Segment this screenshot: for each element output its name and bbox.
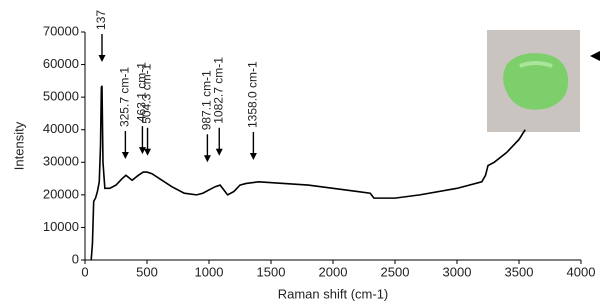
annotation-label: 1358.0 cm-1 [246, 61, 260, 128]
annotation-label: 504.3 cm-1 [140, 63, 154, 123]
y-tick-label: 30000 [43, 154, 79, 169]
annotation-label: 137 [94, 10, 108, 30]
x-tick-label: 2500 [381, 264, 410, 279]
marker-triangle [590, 51, 600, 61]
x-tick-label: 2000 [319, 264, 348, 279]
x-tick-label: 500 [136, 264, 158, 279]
y-tick-label: 20000 [43, 186, 79, 201]
arrow-head [122, 152, 129, 159]
x-tick-label: 1000 [195, 264, 224, 279]
arrow-head [139, 147, 146, 154]
arrow-head [216, 149, 223, 156]
annotation-label: 1082.7 cm-1 [211, 57, 225, 124]
spectrum-line [91, 86, 525, 260]
y-tick-label: 70000 [43, 23, 79, 38]
annotation-label: 325.7 cm-1 [118, 67, 132, 127]
x-tick-label: 3500 [505, 264, 534, 279]
y-tick-label: 0 [72, 251, 79, 266]
x-tick-label: 0 [81, 264, 88, 279]
x-tick-label: 3000 [443, 264, 472, 279]
arrow-head [250, 153, 257, 160]
x-tick-label: 4000 [567, 264, 596, 279]
x-axis-label: Raman shift (cm-1) [278, 286, 389, 301]
y-tick-label: 10000 [43, 219, 79, 234]
y-tick-label: 60000 [43, 56, 79, 71]
arrow-head [144, 149, 151, 156]
x-tick-label: 1500 [257, 264, 286, 279]
page: {"chart_data": {"type": "line", "xlabel"… [0, 0, 602, 304]
y-axis-label: Intensity [11, 121, 26, 170]
chart: Intensity Raman shift (cm-1) 01000020000… [0, 0, 602, 304]
inset-photo [487, 30, 580, 132]
y-tick-label: 50000 [43, 89, 79, 104]
arrow-head [98, 55, 105, 62]
y-tick-label: 40000 [43, 121, 79, 136]
arrow-head [204, 155, 211, 162]
